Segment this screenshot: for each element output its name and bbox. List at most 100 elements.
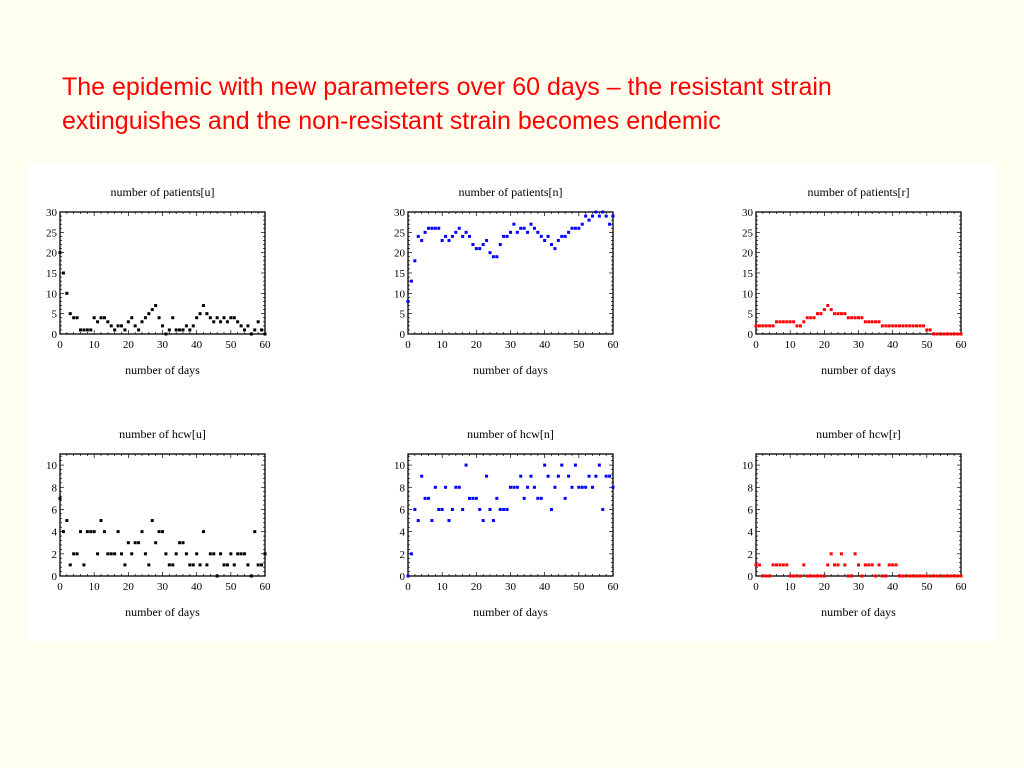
- y-tick-label: 4: [748, 527, 754, 539]
- y-tick-label: 5: [52, 309, 58, 321]
- data-point: [853, 316, 857, 320]
- data-point: [898, 324, 901, 328]
- data-point: [150, 519, 154, 523]
- y-tick-label: 8: [52, 482, 58, 494]
- data-point: [154, 304, 158, 308]
- data-point: [577, 485, 581, 489]
- y-tick-label: 10: [742, 460, 754, 472]
- data-point: [901, 324, 905, 328]
- data-point: [195, 552, 199, 556]
- data-point: [522, 496, 526, 500]
- chart-hcw-u: number of hcw[u] 0 10 20 30 40 50 60 0 2 4 6 8 10 numb…: [40, 420, 280, 630]
- data-point: [509, 230, 512, 234]
- data-point: [116, 530, 120, 534]
- data-point: [260, 328, 264, 332]
- data-point: [140, 530, 144, 534]
- data-point: [757, 324, 761, 328]
- chart-svg: number of hcw[u] 0 10 20 30 40 50 60 0 2 4 6 8 10 numb…: [46, 427, 271, 619]
- slide-title-line1: The epidemic with new parameters over 60…: [62, 73, 832, 101]
- data-point: [939, 332, 942, 336]
- data-point: [191, 563, 195, 567]
- x-tick-label: 30: [853, 339, 865, 351]
- data-point: [215, 316, 219, 320]
- data-point: [143, 552, 147, 556]
- data-point: [928, 574, 932, 578]
- x-tick-label: 10: [437, 339, 449, 351]
- data-point: [921, 574, 925, 578]
- data-point: [212, 320, 216, 324]
- data-point: [915, 324, 919, 328]
- x-tick-label: 10: [785, 339, 797, 351]
- data-point: [130, 552, 134, 556]
- chart-title: number of patients[r]: [808, 185, 910, 199]
- data-point: [440, 507, 444, 511]
- plot-frame: [407, 211, 614, 335]
- data-point: [536, 230, 540, 234]
- x-tick-label: 20: [471, 581, 483, 593]
- data-point: [812, 574, 816, 578]
- data-point: [816, 574, 819, 578]
- data-point: [587, 218, 591, 222]
- data-point: [488, 507, 492, 511]
- data-point: [181, 541, 185, 545]
- data-point: [246, 324, 250, 328]
- x-tick-label: 60: [956, 339, 968, 351]
- x-tick-label: 10: [89, 581, 101, 593]
- data-point: [539, 234, 543, 238]
- data-point: [761, 324, 765, 328]
- data-point: [65, 519, 69, 523]
- x-tick-label: 30: [157, 339, 169, 351]
- y-tick-label: 30: [46, 207, 58, 219]
- data-point: [137, 328, 141, 332]
- data-point: [829, 552, 833, 556]
- data-point: [481, 243, 485, 247]
- data-point: [243, 328, 246, 332]
- data-point: [857, 563, 860, 567]
- x-axis-label: number of days: [473, 605, 548, 619]
- data-point: [512, 222, 516, 226]
- data-point: [577, 226, 581, 230]
- data-point: [584, 485, 588, 489]
- data-point: [573, 463, 577, 467]
- data-point: [908, 324, 912, 328]
- data-point: [911, 324, 915, 328]
- x-tick-label: 30: [157, 581, 169, 593]
- x-tick-label: 50: [225, 339, 237, 351]
- chart-svg: number of hcw[r] 0 10 20 30 40 50 60 0 2 4 6 8 10 numb…: [742, 427, 967, 619]
- data-point: [945, 574, 949, 578]
- data-point: [529, 474, 533, 478]
- data-point: [563, 234, 567, 238]
- data-point: [908, 574, 912, 578]
- data-point: [522, 226, 526, 230]
- data-point: [229, 316, 233, 320]
- data-point: [113, 328, 117, 332]
- data-point: [601, 210, 605, 214]
- data-point: [249, 332, 253, 336]
- data-point: [440, 238, 444, 242]
- x-tick-label: 0: [57, 339, 63, 351]
- data-point: [822, 574, 826, 578]
- x-tick-label: 60: [260, 339, 272, 351]
- data-point: [99, 316, 103, 320]
- data-point: [809, 316, 813, 320]
- y-tick-label: 0: [52, 571, 58, 583]
- data-point: [154, 541, 158, 545]
- data-point: [788, 320, 792, 324]
- data-point: [263, 332, 267, 336]
- data-point: [925, 574, 929, 578]
- x-tick-label: 40: [191, 581, 203, 593]
- data-point: [546, 474, 550, 478]
- data-point: [836, 312, 840, 316]
- data-point: [82, 328, 86, 332]
- data-point: [406, 299, 410, 303]
- y-tick-label: 4: [400, 527, 406, 539]
- data-point: [553, 485, 557, 489]
- data-point: [123, 563, 127, 567]
- data-point: [604, 214, 608, 218]
- x-tick-label: 50: [573, 581, 585, 593]
- x-axis-label: number of days: [125, 363, 200, 377]
- y-tick-label: 5: [400, 309, 406, 321]
- x-axis-label: number of days: [821, 605, 896, 619]
- data-point: [82, 563, 86, 567]
- y-tick-label: 20: [46, 248, 58, 260]
